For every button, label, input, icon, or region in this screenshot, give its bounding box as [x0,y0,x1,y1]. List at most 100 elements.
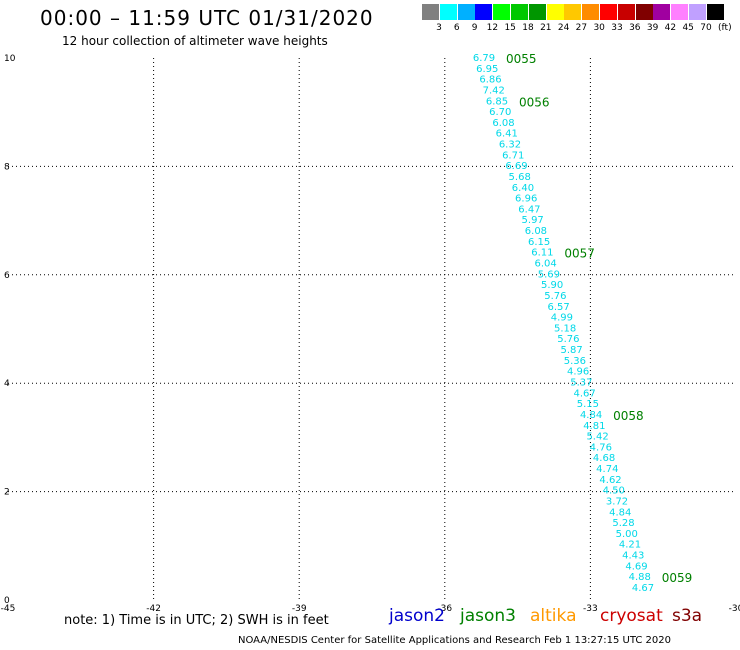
scale-swatch [564,4,582,20]
x-tick-label: -36 [437,604,452,614]
wave-height-label: 4.88 [629,572,651,583]
scale-label: 27 [575,23,588,33]
scale-label: 12 [486,23,499,33]
x-tick-label: -42 [146,604,161,614]
wave-height-label: 6.70 [489,107,511,118]
wave-height-label: 6.79 [473,53,495,64]
wave-height-label: 4.67 [632,583,654,594]
scale-swatch [653,4,671,20]
wave-height-label: 4.62 [599,475,621,486]
wave-height-label: 6.40 [512,183,534,194]
scale-swatch [706,4,724,20]
x-tick-label: -39 [292,604,307,614]
time-label: 0057 [564,247,595,261]
scale-swatch [493,4,511,20]
wave-height-label: 5.36 [564,356,586,367]
wave-height-label: 6.85 [486,96,508,107]
wave-height-label: 7.42 [483,85,505,96]
scale-label: 45 [682,23,694,33]
wave-height-label: 4.76 [590,442,612,453]
wave-height-label: 6.95 [476,64,498,75]
wave-height-label: 4.96 [567,367,589,378]
wave-height-label: 6.71 [502,150,524,161]
wave-height-label: 5.18 [554,323,576,334]
scale-label: 39 [646,23,659,33]
footer-credit: NOAA/NESDIS Center for Satellite Applica… [238,635,671,646]
wave-height-label: 6.08 [492,118,514,129]
page-title: 00:00 – 11:59 UTC 01/31/2020 [40,6,374,30]
scale-label: 21 [540,23,552,33]
wave-height-label: 6.04 [535,259,557,270]
scale-swatch [528,4,546,20]
wave-height-label: 5.69 [538,269,560,280]
scale-label: 42 [664,23,677,33]
wave-height-label: 4.50 [603,486,625,497]
wave-height-label: 6.69 [505,161,527,172]
scale-label: 33 [611,23,623,33]
scale-swatch [582,4,600,20]
wave-height-label: 6.47 [518,204,540,215]
satellite-name: jason2 [389,606,445,626]
note-text: note: 1) Time is in UTC; 2) SWH is in fe… [64,613,329,628]
scale-swatch [475,4,493,20]
wave-height-label: 4.99 [551,313,573,324]
wave-height-label: 4.21 [619,540,641,551]
wave-height-label: 5.42 [586,432,608,443]
x-tick-label: -30 [729,604,740,614]
y-tick-label: 4 [4,379,10,389]
scale-label: 70 [700,23,712,33]
wave-height-label: 5.76 [557,334,579,345]
wave-height-label: 5.00 [616,529,638,540]
y-tick-label: 10 [4,54,16,64]
wave-height-label: 5.97 [522,215,544,226]
wave-height-label: 3.72 [606,496,628,507]
scale-label: 24 [557,23,570,33]
wave-height-label: 6.11 [531,248,553,259]
wave-height-label: 6.32 [499,140,521,151]
y-tick-label: 6 [4,271,10,281]
scale-swatch [617,4,635,20]
time-label: 0056 [519,95,550,109]
time-label: 0059 [662,571,693,585]
time-label: 0058 [613,409,644,423]
wave-height-label: 4.84 [609,507,631,518]
wave-height-label: 6.57 [547,302,569,313]
scale-label: 36 [629,23,641,33]
wave-height-label: 4.43 [622,551,644,562]
wave-height-label: 4.81 [583,421,605,432]
satellite-name: cryosat [600,606,663,626]
y-tick-label: 8 [4,162,10,172]
wave-height-label: 6.08 [525,226,547,237]
y-tick-label: 2 [4,488,10,498]
scale-swatch [600,4,617,20]
wave-height-label: 5.15 [577,399,599,410]
y-tick-label: 0 [4,596,10,606]
wave-height-label: 5.87 [560,345,582,356]
x-tick-label: -33 [583,604,598,614]
scale-swatch [635,4,653,20]
scale-label: 6 [453,23,460,33]
scale-label: 9 [471,23,478,33]
wave-height-label: 4.69 [625,561,647,572]
wave-height-label: 5.90 [541,280,563,291]
wave-height-label: 5.68 [509,172,531,183]
wave-height-label: 6.96 [515,194,537,205]
scale-unit: (ft) [718,23,732,33]
wave-height-label: 6.86 [479,75,501,86]
scale-swatch [671,4,689,20]
scale-label: 3 [436,23,442,33]
scale-swatch [689,4,706,20]
scale-swatch [511,4,528,20]
wave-height-label: 4.84 [580,410,602,421]
scale-swatch [457,4,475,20]
satellite-name: s3a [672,606,703,626]
wave-height-label: 4.68 [593,453,615,464]
scale-swatch [422,4,439,20]
wave-height-label: 5.37 [570,377,592,388]
wave-height-label: 5.28 [612,518,634,529]
wave-height-label: 5.76 [544,291,566,302]
satellite-name: altika [530,606,577,626]
page-subtitle: 12 hour collection of altimeter wave hei… [62,34,328,48]
time-label: 0055 [506,52,537,66]
